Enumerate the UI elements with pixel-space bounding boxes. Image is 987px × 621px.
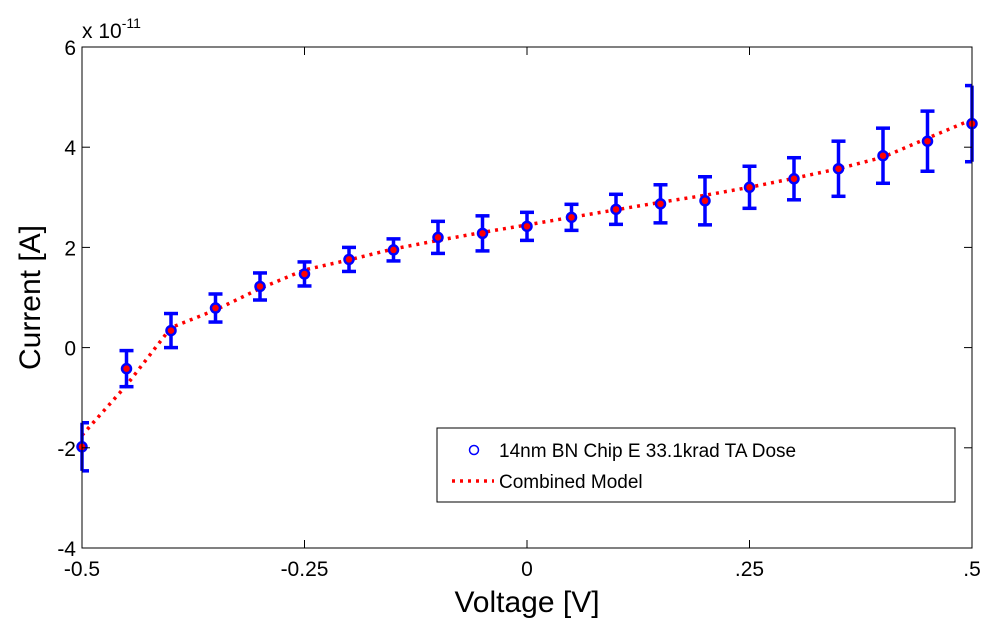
data-point — [787, 155, 801, 202]
x-tick-label: .5 — [963, 558, 981, 581]
y-tick-label: -4 — [57, 538, 76, 561]
axes: -0.5 -0.25 0 .25 .5 -4 -2 0 2 4 6 — [57, 37, 980, 581]
y-tick-label: 0 — [64, 338, 76, 361]
data-point — [342, 245, 356, 274]
y-tick-label: 4 — [64, 137, 76, 160]
data-marker — [610, 203, 622, 216]
data-point — [564, 202, 579, 233]
data-marker — [521, 220, 533, 233]
plot-area — [76, 83, 978, 473]
y-axis-title: Current [A] — [14, 225, 47, 370]
data-marker — [254, 280, 266, 293]
legend-box — [436, 427, 956, 503]
x-axis-title: Voltage [V] — [454, 586, 599, 619]
y-tick-label: 2 — [64, 237, 76, 260]
data-point — [164, 311, 178, 350]
data-marker — [654, 198, 667, 210]
data-point — [653, 183, 668, 225]
data-point — [920, 109, 935, 173]
data-marker — [565, 211, 578, 224]
data-marker — [921, 135, 934, 147]
data-marker — [476, 227, 489, 240]
y-scale-multiplier: x 10 — [82, 20, 122, 43]
x-tick-label: .25 — [735, 558, 764, 581]
data-marker — [877, 149, 889, 162]
data-marker — [209, 302, 222, 314]
data-point — [609, 192, 623, 227]
data-marker — [432, 231, 444, 244]
y-scale-exponent-label: x 10-11 — [82, 15, 141, 43]
y-tick-label: -2 — [57, 438, 76, 461]
legend-label-model: Combined Model — [499, 472, 643, 493]
data-point — [431, 219, 445, 256]
data-point — [831, 139, 846, 199]
data-point — [386, 237, 401, 263]
y-tick-label: 6 — [64, 37, 76, 60]
data-marker — [165, 324, 177, 337]
data-point — [253, 271, 267, 302]
data-point — [876, 126, 890, 186]
y-scale-exponent: -11 — [122, 15, 141, 31]
data-marker — [387, 244, 400, 256]
x-tick-label: 0 — [521, 558, 533, 581]
data-point — [520, 210, 534, 243]
data-marker — [699, 195, 711, 207]
x-tick-label: -0.5 — [64, 558, 100, 581]
data-point — [698, 175, 712, 227]
data-point — [208, 292, 223, 324]
data-marker — [120, 362, 133, 375]
data-marker — [743, 181, 756, 194]
data-marker — [298, 268, 311, 280]
legend-label-measured: 14nm BN Chip E 33.1krad TA Dose — [499, 441, 796, 462]
data-marker — [788, 173, 800, 185]
data-point — [297, 260, 312, 288]
data-point — [119, 348, 134, 389]
data-point — [742, 164, 757, 211]
data-marker — [832, 162, 845, 175]
legend-marker — [468, 444, 480, 456]
legend: 14nm BN Chip E 33.1krad TA Dose Combined … — [436, 427, 956, 503]
data-point — [475, 214, 490, 253]
data-marker — [343, 253, 355, 266]
x-tick-label: -0.25 — [281, 558, 329, 581]
